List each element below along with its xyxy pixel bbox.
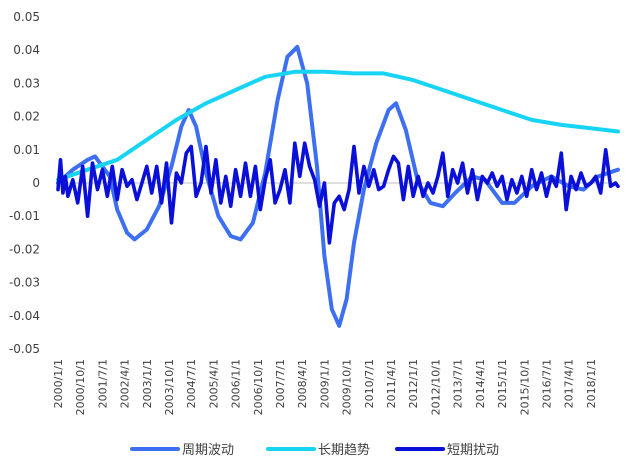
x-tick-label: 2014/4/1 xyxy=(474,359,487,408)
x-tick-label: 2016/7/1 xyxy=(540,359,553,408)
y-tick-label: -0.05 xyxy=(9,342,40,356)
y-tick-label: 0.04 xyxy=(13,43,40,57)
x-tick-label: 2013/7/1 xyxy=(452,359,465,408)
x-tick-label: 2010/7/1 xyxy=(363,359,376,408)
y-tick-label: -0.01 xyxy=(9,209,40,223)
y-tick-label: 0.02 xyxy=(13,110,40,124)
y-tick-label: 0 xyxy=(32,176,40,190)
x-tick-label: 2009/10/1 xyxy=(341,359,354,415)
series-line-3 xyxy=(56,141,620,245)
x-tick-label: 2015/10/1 xyxy=(518,359,531,415)
y-tick-label: 0.05 xyxy=(13,10,40,24)
y-axis: 0.05 0.04 0.03 0.02 0.01 0 -0.01 -0.02 -0.03 -0.0… xyxy=(9,10,40,356)
x-tick-label: 2018/1/1 xyxy=(585,359,598,408)
x-tick-label: 2003/1/1 xyxy=(141,359,154,408)
x-tick-label: 2000/1/1 xyxy=(52,359,65,408)
legend: 周期波动 长期趋势 短期扰动 xyxy=(130,442,499,458)
legend-label: 周期波动 xyxy=(182,443,234,458)
x-tick-label: 2015/1/1 xyxy=(496,359,509,408)
y-tick-label: -0.02 xyxy=(9,242,40,256)
x-tick-label: 2003/10/1 xyxy=(163,359,176,415)
x-tick-label: 2008/4/1 xyxy=(296,359,309,408)
x-tick-label: 2004/7/1 xyxy=(185,359,198,408)
y-tick-label: -0.04 xyxy=(9,309,40,323)
x-tick-label: 2017/4/1 xyxy=(563,359,576,408)
y-tick-label: 0.03 xyxy=(13,76,40,90)
x-tick-label: 2012/10/1 xyxy=(429,359,442,415)
x-tick-label: 2000/10/1 xyxy=(74,359,87,415)
series-line-2 xyxy=(56,69,620,182)
legend-label: 长期趋势 xyxy=(318,442,370,458)
legend-label: 短期扰动 xyxy=(447,443,499,458)
x-tick-label: 2007/7/1 xyxy=(274,359,287,408)
x-tick-label: 2009/1/1 xyxy=(318,359,331,408)
x-tick-label: 2002/4/1 xyxy=(119,359,132,408)
x-axis: 2000/1/1 2000/10/1 2001/7/1 2002/4/1 2003/1/… xyxy=(52,182,618,415)
x-tick-label: 2001/7/1 xyxy=(96,359,109,408)
y-tick-label: 0.01 xyxy=(13,143,40,157)
series-layer xyxy=(56,44,620,328)
x-tick-label: 2011/4/1 xyxy=(385,359,398,408)
y-tick-label: -0.03 xyxy=(9,276,40,290)
x-tick-label: 2005/4/1 xyxy=(207,359,220,408)
x-tick-label: 2006/1/1 xyxy=(230,359,243,408)
x-tick-label: 2012/1/1 xyxy=(407,359,420,408)
x-tick-label: 2006/10/1 xyxy=(252,359,265,415)
